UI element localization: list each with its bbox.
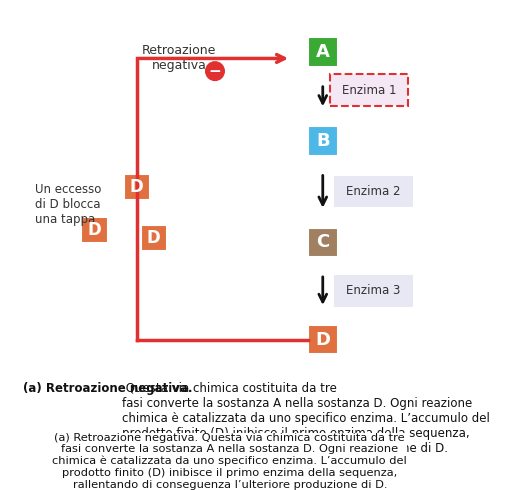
FancyBboxPatch shape: [81, 217, 108, 243]
FancyBboxPatch shape: [335, 275, 413, 307]
Text: (a) Retroazione negativa. Questa via chimica costituita da tre
fasi converte la : (a) Retroazione negativa. Questa via chi…: [52, 433, 407, 490]
FancyBboxPatch shape: [308, 126, 338, 156]
Circle shape: [206, 62, 225, 80]
Text: Questa via chimica costituita da tre
fasi converte la sostanza A nella sostanza : Questa via chimica costituita da tre fas…: [122, 382, 490, 455]
Text: Un eccesso
di D blocca
una tappa: Un eccesso di D blocca una tappa: [35, 183, 102, 226]
Text: Retroazione
negativa: Retroazione negativa: [142, 45, 216, 73]
FancyBboxPatch shape: [335, 176, 413, 207]
Text: Enzima 1: Enzima 1: [342, 84, 396, 97]
FancyBboxPatch shape: [141, 225, 167, 251]
Text: B: B: [316, 132, 329, 150]
Text: D: D: [130, 178, 144, 196]
Text: A: A: [316, 43, 330, 61]
Text: C: C: [316, 233, 329, 251]
Text: −: −: [209, 64, 221, 78]
FancyBboxPatch shape: [308, 325, 338, 354]
Text: D: D: [87, 220, 101, 239]
Text: D: D: [315, 331, 330, 348]
FancyBboxPatch shape: [330, 74, 408, 106]
Text: (a) Retroazione negativa.: (a) Retroazione negativa.: [23, 382, 192, 395]
Text: Enzima 3: Enzima 3: [346, 284, 401, 297]
FancyBboxPatch shape: [124, 174, 150, 200]
Text: D: D: [147, 229, 161, 247]
FancyBboxPatch shape: [308, 227, 338, 257]
FancyBboxPatch shape: [308, 37, 338, 67]
Text: Enzima 2: Enzima 2: [346, 185, 401, 198]
